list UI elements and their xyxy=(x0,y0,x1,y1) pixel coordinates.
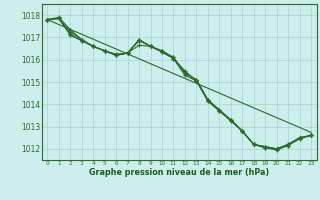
X-axis label: Graphe pression niveau de la mer (hPa): Graphe pression niveau de la mer (hPa) xyxy=(89,168,269,177)
